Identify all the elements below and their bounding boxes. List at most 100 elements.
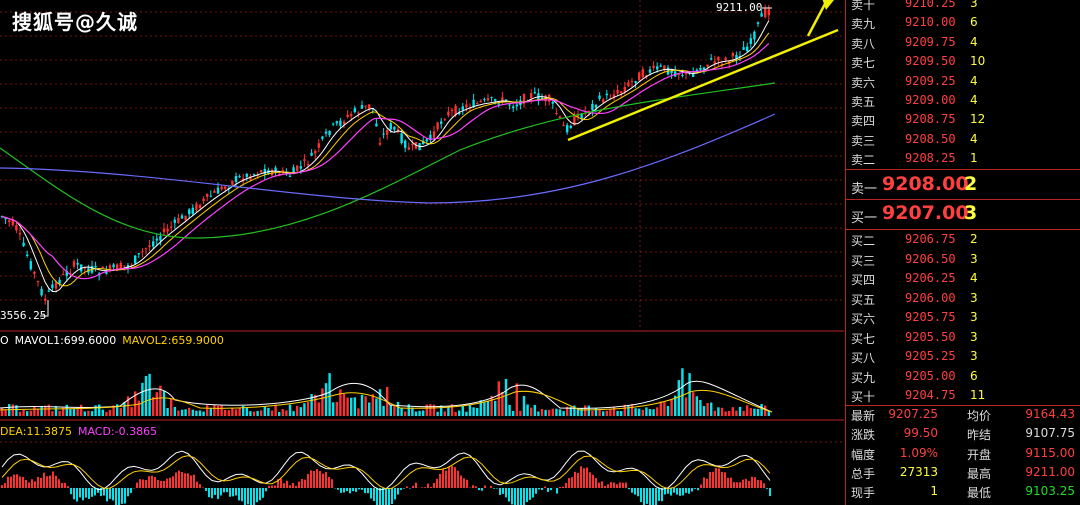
ask-row[interactable]: 卖五 9209.00 4 bbox=[846, 93, 1080, 113]
bid-level-label: 买二 bbox=[851, 234, 876, 248]
candle-body bbox=[112, 264, 115, 268]
candle-body bbox=[663, 65, 666, 71]
ask-price: 9209.25 bbox=[905, 73, 956, 88]
macd-bar bbox=[130, 488, 132, 493]
volume-bar bbox=[731, 407, 734, 416]
volume-bar bbox=[360, 394, 364, 416]
ask-row[interactable]: 卖六 9209.25 4 bbox=[846, 74, 1080, 94]
macd-bar bbox=[736, 482, 738, 488]
bid-row[interactable]: 买二 9206.75 2 bbox=[846, 232, 1080, 252]
bid-level-label: 买八 bbox=[851, 351, 876, 365]
macd-bar bbox=[577, 472, 579, 488]
volume-bar bbox=[310, 394, 313, 416]
candle-body bbox=[296, 165, 299, 171]
volume-legend: O MAVOL1:699.6000 MAVOL2:659.9000 bbox=[0, 334, 230, 347]
candle-body bbox=[717, 56, 720, 61]
macd-bar bbox=[154, 477, 156, 488]
candle-body bbox=[447, 111, 450, 116]
ask-row[interactable]: 卖十 9210.25 3 bbox=[846, 0, 1080, 16]
macd-bar bbox=[538, 488, 540, 490]
volume-bar bbox=[80, 404, 83, 416]
best-bid-row[interactable]: 买一 9207.00 3 bbox=[846, 200, 1080, 228]
ask-row[interactable]: 卖八 9209.75 4 bbox=[846, 35, 1080, 55]
mavol2-line bbox=[0, 389, 773, 413]
ask-level-label: 卖五 bbox=[851, 95, 876, 109]
macd-bar bbox=[565, 483, 567, 488]
bid-row[interactable]: 买七 9205.50 3 bbox=[846, 330, 1080, 350]
macd-bar bbox=[346, 488, 348, 492]
macd-bar bbox=[406, 486, 408, 488]
bid-row[interactable]: 买五 9206.00 3 bbox=[846, 291, 1080, 311]
ask-row[interactable]: 卖四 9208.75 12 bbox=[846, 112, 1080, 132]
macd-bar bbox=[16, 474, 18, 488]
volume-bar bbox=[584, 405, 587, 416]
candle-body bbox=[616, 89, 619, 94]
macd-bar bbox=[424, 487, 426, 488]
kline-chart[interactable] bbox=[0, 0, 844, 505]
candle-body bbox=[627, 82, 630, 87]
volume-bar bbox=[36, 409, 40, 416]
macd-bar bbox=[376, 488, 378, 505]
volume-bar bbox=[443, 411, 446, 416]
candle-body bbox=[8, 220, 11, 223]
volume-bar bbox=[112, 405, 115, 416]
ask-row[interactable]: 卖九 9210.00 6 bbox=[846, 15, 1080, 35]
macd-bar bbox=[739, 482, 741, 488]
macd-bar bbox=[694, 488, 696, 489]
ask-row[interactable]: 卖三 9208.50 4 bbox=[846, 132, 1080, 152]
bid-price: 9205.25 bbox=[905, 349, 956, 363]
candle-body bbox=[562, 124, 565, 127]
volume-bar bbox=[378, 389, 382, 416]
volume-bar bbox=[198, 410, 202, 416]
candle-body bbox=[350, 114, 353, 116]
ask-row[interactable]: 卖七 9209.50 10 bbox=[846, 54, 1080, 74]
macd-bar bbox=[178, 470, 180, 488]
bid-row[interactable]: 买四 9206.25 4 bbox=[846, 271, 1080, 291]
macd-bar bbox=[700, 484, 702, 488]
bid-row[interactable]: 买十 9204.75 11 bbox=[846, 388, 1080, 408]
candle-body bbox=[375, 123, 378, 127]
macd-bar bbox=[100, 488, 102, 497]
candle-body bbox=[36, 281, 40, 283]
volume-bar bbox=[54, 406, 58, 416]
macd-bar bbox=[478, 488, 480, 491]
macd-bar bbox=[532, 488, 534, 498]
volume-bar bbox=[551, 408, 554, 416]
candle-body bbox=[166, 228, 169, 232]
volume-bar bbox=[65, 404, 68, 416]
candle-body bbox=[634, 81, 637, 84]
volume-bar bbox=[447, 406, 450, 416]
volume-bar bbox=[202, 411, 205, 416]
best-ask-row[interactable]: 卖一 9208.00 2 bbox=[846, 171, 1080, 199]
volume-bar bbox=[4, 409, 7, 416]
bid-row[interactable]: 买三 9206.50 3 bbox=[846, 252, 1080, 272]
volume-bar bbox=[51, 411, 54, 416]
macd-bar bbox=[484, 485, 486, 488]
volume-bar bbox=[764, 405, 767, 416]
ask-price: 9208.25 bbox=[905, 151, 956, 166]
kline-chart-area[interactable]: 搜狐号@久诚 9211.00 3556.25 O MAVOL1:699.6000 M… bbox=[0, 0, 844, 505]
mavol1-label: MAVOL1:699.6000 bbox=[14, 334, 117, 347]
macd-bar bbox=[220, 488, 222, 496]
volume-bar bbox=[497, 381, 500, 416]
candle-body bbox=[551, 101, 554, 104]
volume-bar bbox=[746, 405, 749, 416]
macd-bar bbox=[550, 488, 552, 491]
volume-legend-prefix: O bbox=[0, 334, 9, 347]
macd-bar bbox=[82, 488, 84, 501]
volume-bar bbox=[576, 409, 580, 416]
macd-bar bbox=[151, 475, 153, 488]
volume-bar bbox=[72, 408, 76, 416]
candle-body bbox=[231, 180, 234, 185]
volume-bar bbox=[706, 403, 709, 416]
macd-bar bbox=[721, 471, 723, 488]
volume-bar bbox=[749, 408, 752, 416]
ask-row[interactable]: 卖二 9208.25 1 bbox=[846, 151, 1080, 171]
bid-row[interactable]: 买八 9205.25 3 bbox=[846, 349, 1080, 369]
volume-bar bbox=[242, 405, 245, 416]
bid-row[interactable]: 买六 9205.75 3 bbox=[846, 310, 1080, 330]
volume-bar bbox=[130, 407, 133, 416]
bid-row[interactable]: 买九 9205.00 6 bbox=[846, 369, 1080, 389]
ask-price: 9208.75 bbox=[905, 112, 956, 127]
macd-bar bbox=[205, 488, 207, 491]
